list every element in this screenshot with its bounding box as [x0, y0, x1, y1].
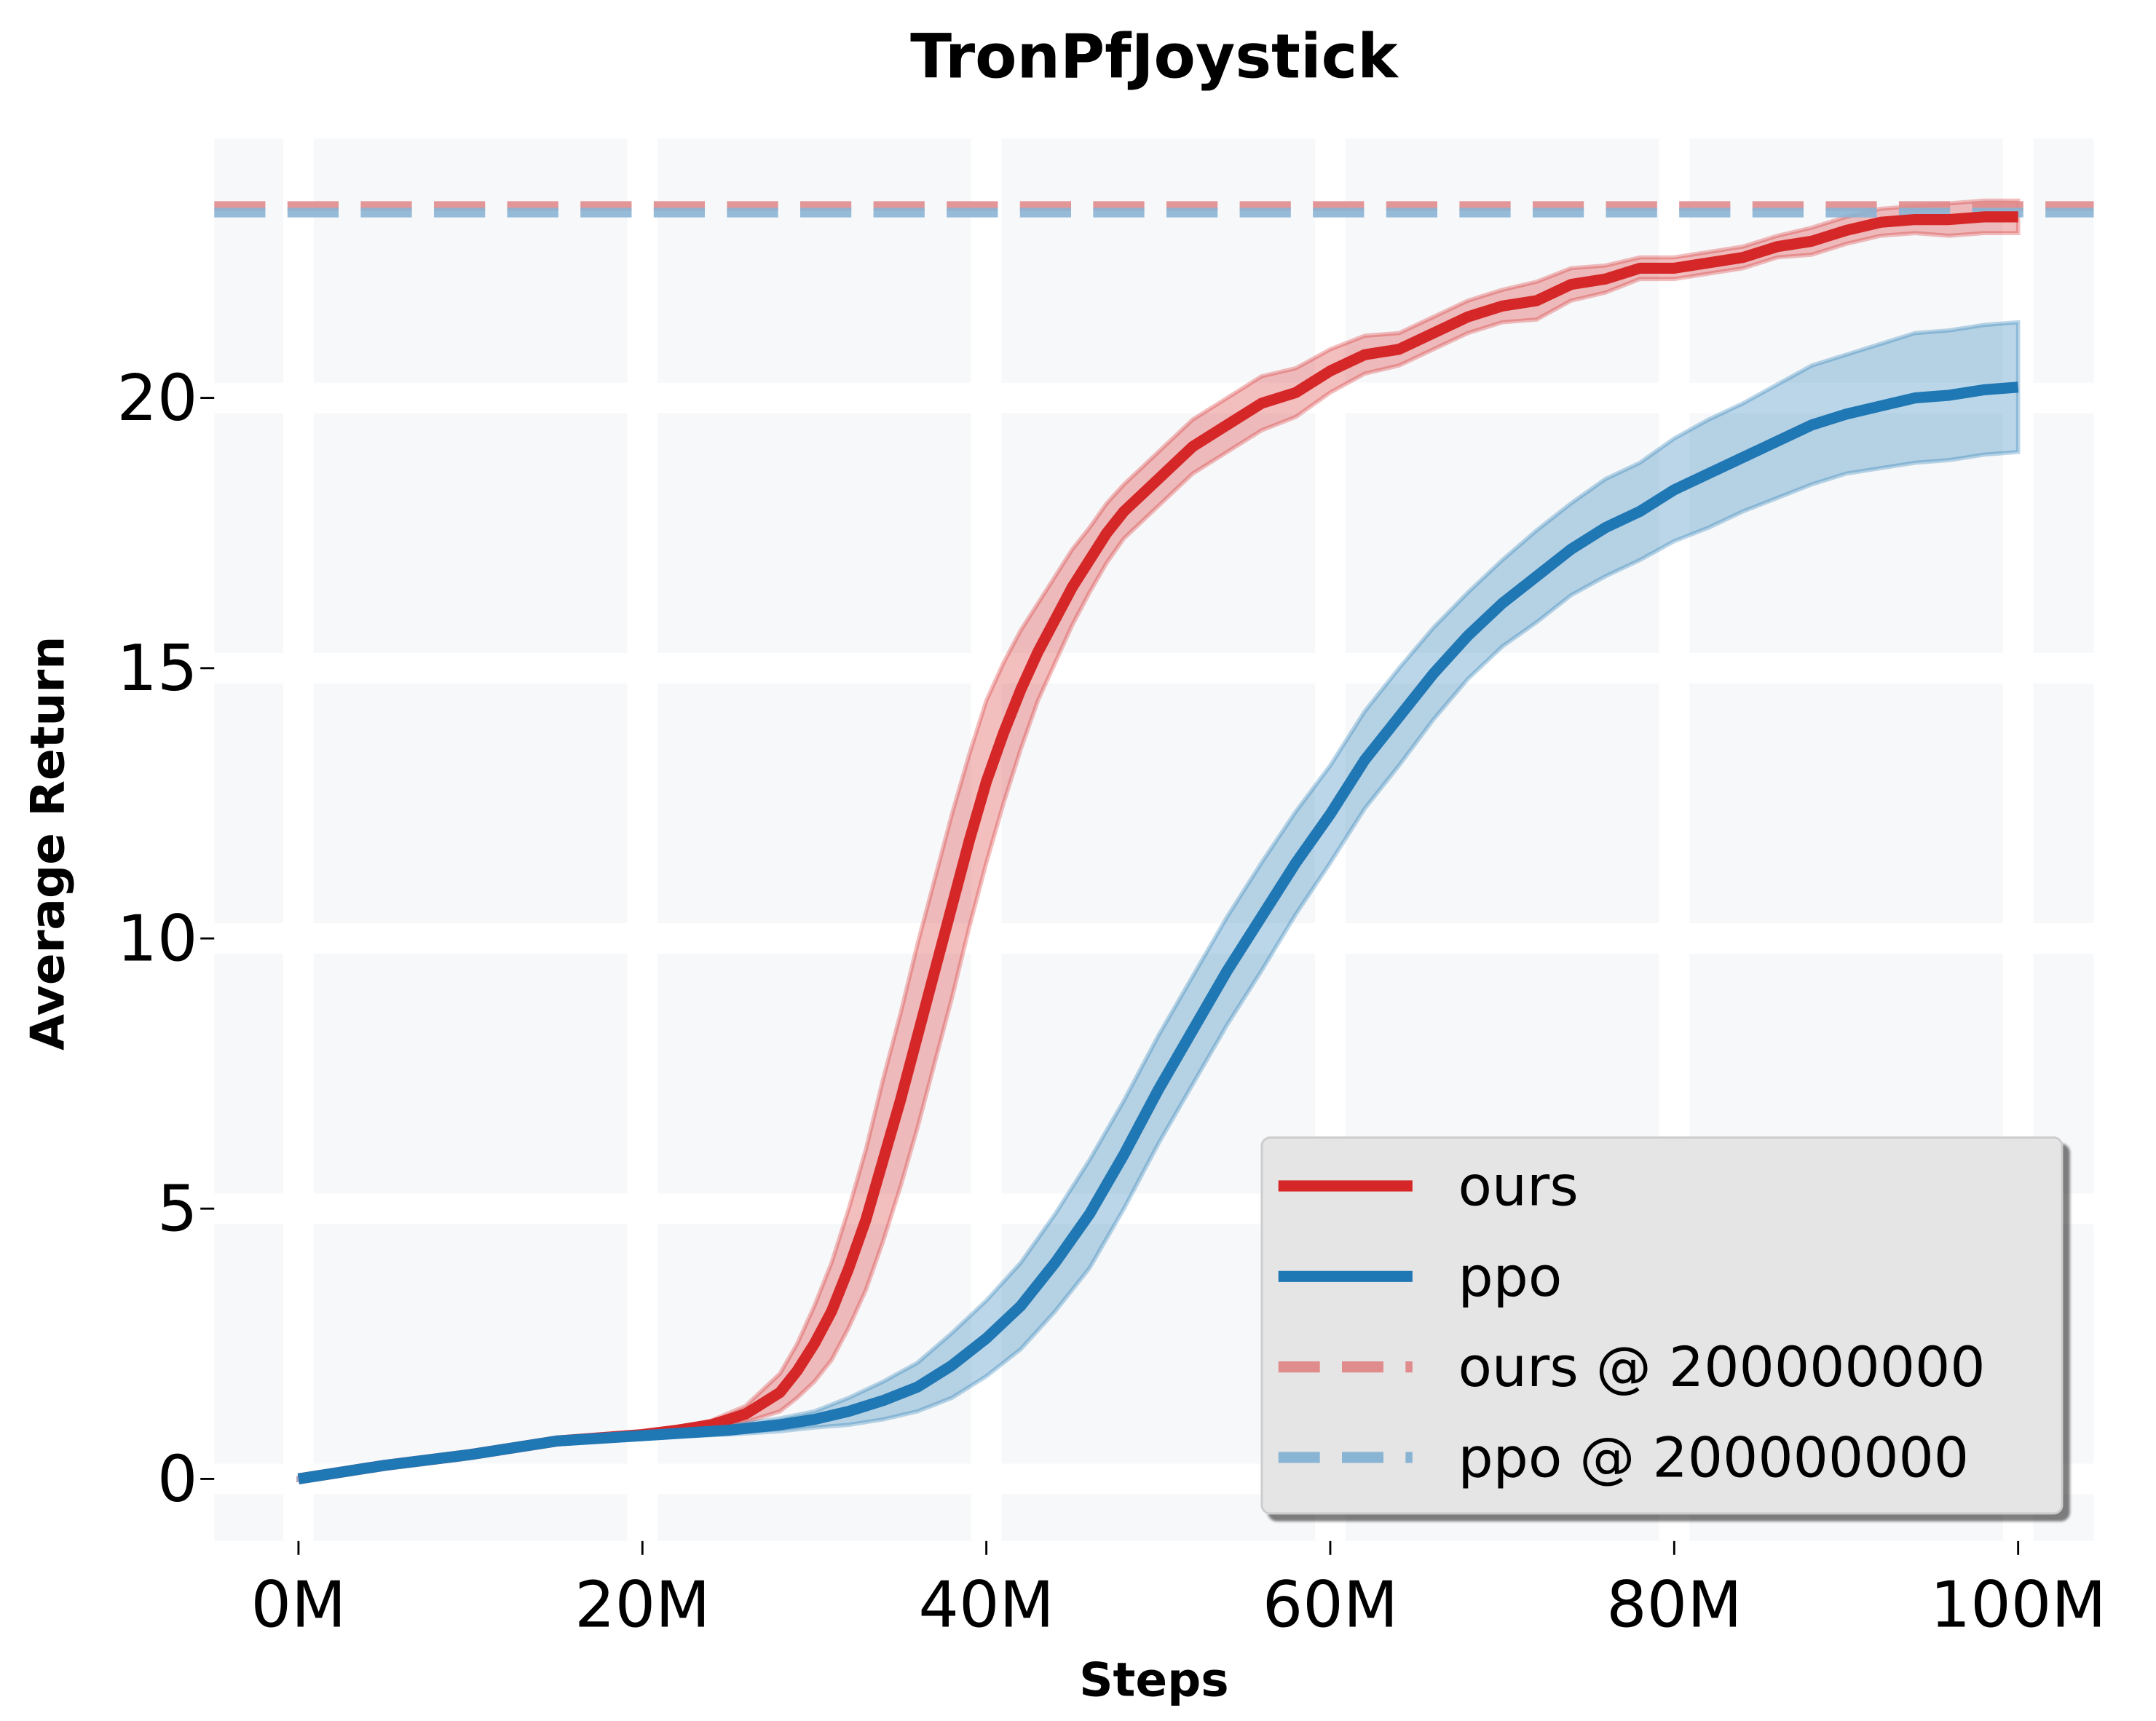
legend-label: ours [1458, 1155, 1578, 1219]
y-tick-label: 10 [117, 901, 197, 976]
series-lines [297, 211, 2019, 1484]
x-axis-label: Steps [1079, 1653, 1229, 1707]
legend-box [1260, 1136, 2064, 1515]
x-ticks: 0M 20M 40M 60M 80M 100M [250, 1540, 2106, 1642]
legend-label: ours @ 200000000 [1458, 1335, 1985, 1399]
line-ours [297, 211, 2018, 1484]
x-tick-label: 0M [250, 1567, 346, 1642]
chart-title: TronPfJoystick [910, 21, 1399, 92]
y-tick-label: 15 [117, 631, 197, 705]
x-tick-label: 20M [574, 1567, 710, 1642]
bands [296, 198, 2021, 1483]
y-tick-label: 20 [117, 361, 197, 435]
y-tick-label: 0 [157, 1442, 198, 1516]
y-axis-label: Average Return [20, 636, 75, 1051]
grid [214, 138, 2094, 1541]
x-tick-label: 60M [1263, 1567, 1398, 1642]
band-ppo [296, 320, 2021, 1483]
legend: ours ppo ours @ 200000000 ppo @ 200000000 [1260, 1136, 2064, 1515]
y-tick-label: 5 [157, 1172, 198, 1246]
reference-lines [214, 201, 2094, 218]
x-tick-label: 80M [1606, 1567, 1742, 1642]
x-tick-label: 40M [918, 1567, 1054, 1642]
x-tick-label: 100M [1930, 1567, 2106, 1642]
legend-label: ppo @ 200000000 [1458, 1426, 1969, 1490]
legend-label: ppo [1458, 1245, 1562, 1309]
y-ticks: 0 5 10 15 20 [117, 361, 215, 1516]
band-ours [296, 198, 2021, 1483]
line-ppo [297, 381, 2019, 1484]
